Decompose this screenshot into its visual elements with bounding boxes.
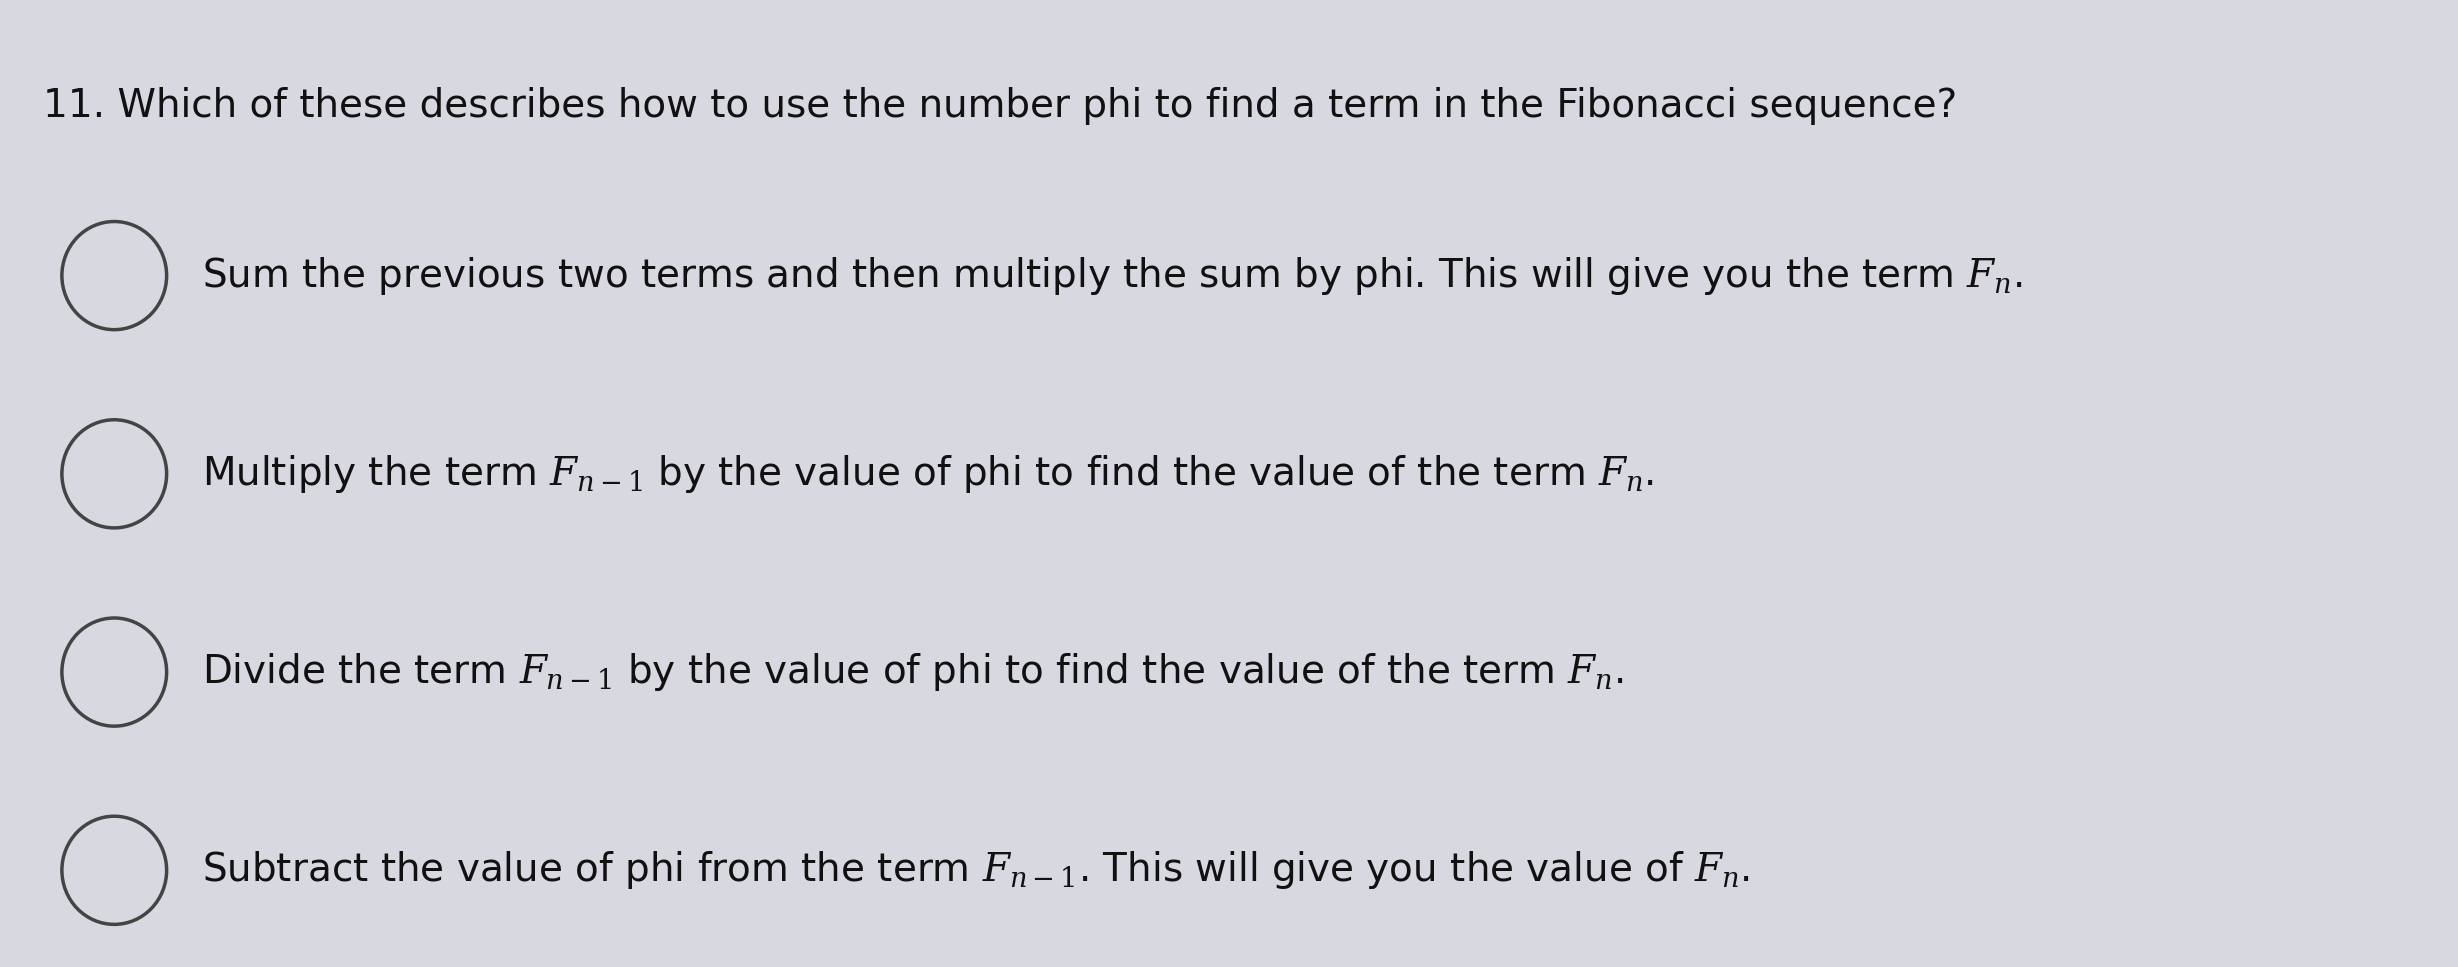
Text: Divide the term $F_{n-1}$ by the value of phi to find the value of the term $F_n: Divide the term $F_{n-1}$ by the value o…	[202, 651, 1625, 693]
Text: Sum the previous two terms and then multiply the sum by phi. This will give you : Sum the previous two terms and then mult…	[202, 254, 2023, 297]
Text: Subtract the value of phi from the term $F_{n-1}$. This will give you the value : Subtract the value of phi from the term …	[202, 849, 1750, 892]
Text: 11. Which of these describes how to use the number phi to find a term in the Fib: 11. Which of these describes how to use …	[42, 87, 1957, 125]
Text: Multiply the term $F_{n-1}$ by the value of phi to find the value of the term $F: Multiply the term $F_{n-1}$ by the value…	[202, 453, 1654, 495]
